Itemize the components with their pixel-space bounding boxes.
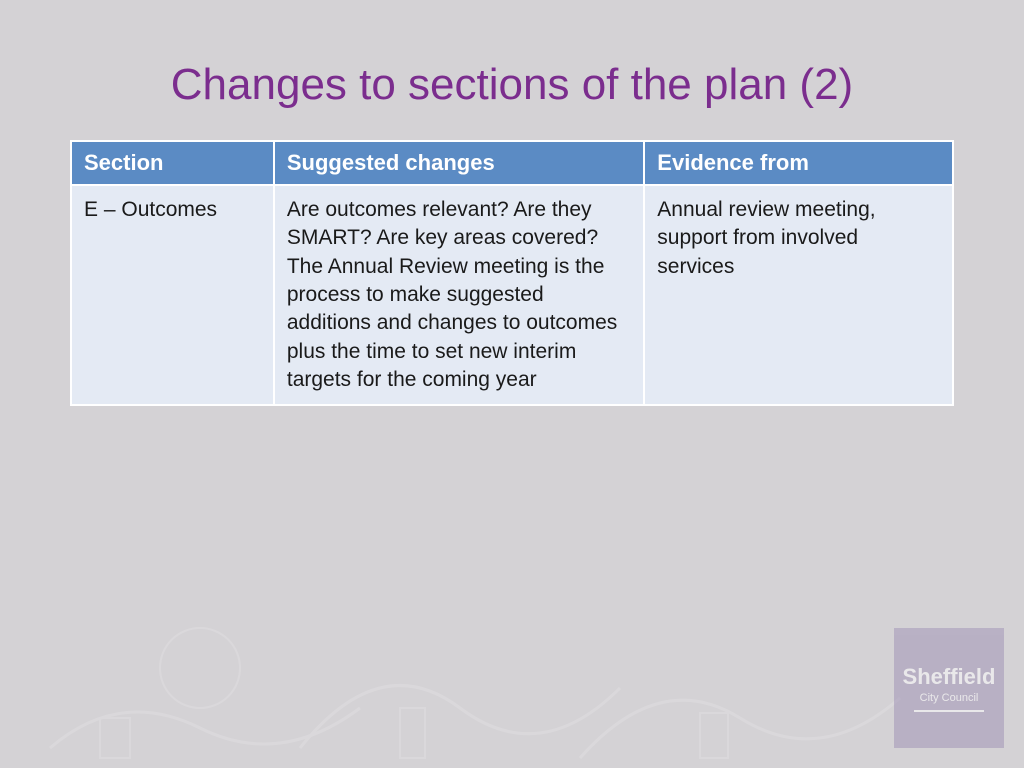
logo-main-text: Sheffield xyxy=(903,664,996,690)
table-header-row: Section Suggested changes Evidence from xyxy=(71,141,953,185)
cell-section: E – Outcomes xyxy=(71,185,274,405)
plan-changes-table-container: Section Suggested changes Evidence from … xyxy=(70,140,954,406)
header-section: Section xyxy=(71,141,274,185)
background-skyline-decoration xyxy=(0,568,1024,768)
slide-title: Changes to sections of the plan (2) xyxy=(0,0,1024,140)
header-evidence: Evidence from xyxy=(644,141,953,185)
logo-divider xyxy=(914,710,984,712)
table-row: E – Outcomes Are outcomes relevant? Are … xyxy=(71,185,953,405)
logo-sub-text: City Council xyxy=(920,692,979,704)
sheffield-council-logo: Sheffield City Council xyxy=(894,628,1004,748)
plan-changes-table: Section Suggested changes Evidence from … xyxy=(70,140,954,406)
header-changes: Suggested changes xyxy=(274,141,644,185)
cell-changes: Are outcomes relevant? Are they SMART? A… xyxy=(274,185,644,405)
cell-evidence: Annual review meeting, support from invo… xyxy=(644,185,953,405)
